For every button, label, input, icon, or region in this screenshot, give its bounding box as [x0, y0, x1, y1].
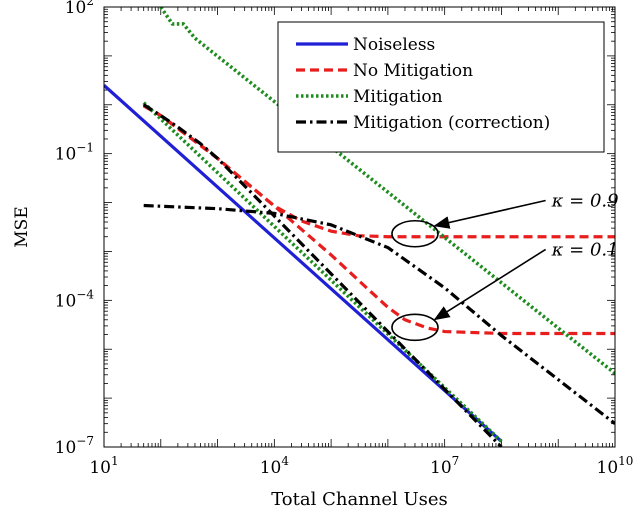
x-tick-label: 101: [89, 454, 118, 478]
series-line: [142, 104, 615, 239]
y-tick-label: 102: [65, 0, 94, 18]
annotation-label: κ = 0.9: [551, 191, 619, 212]
ticks-layer: [103, 7, 615, 448]
series-layer: [104, 7, 615, 447]
annotation-layer: κ = 0.9 κ = 0.1: [391, 191, 619, 342]
series-line: [142, 103, 503, 447]
legend-label: Mitigation: [353, 87, 443, 107]
y-tick-labels: 10−7 10−4 10−1 102: [55, 0, 95, 458]
annotation-ellipse: [391, 313, 439, 342]
legend-items: Noiseless No Mitigation Mitigation Mitigati…: [296, 35, 550, 133]
series-line: [104, 84, 503, 443]
series-line: [159, 7, 615, 375]
annotation-arrow: [433, 248, 547, 321]
legend: Noiseless No Mitigation Mitigation Mitigati…: [277, 21, 605, 153]
legend-label: Noiseless: [353, 35, 435, 55]
y-axis-label: MSE: [12, 206, 32, 247]
y-tick-label: 10−7: [55, 434, 94, 458]
x-tick-label: 1010: [597, 454, 634, 478]
series-line: [143, 203, 615, 425]
x-tick-label: 104: [260, 454, 290, 478]
x-tick-label: 107: [430, 454, 459, 478]
y-tick-label: 10−4: [55, 287, 95, 311]
legend-label: Mitigation (correction): [353, 113, 550, 133]
x-axis-label: Total Channel Uses: [271, 489, 448, 510]
x-tick-labels: 101 104 107 1010: [89, 454, 633, 478]
legend-label: No Mitigation: [353, 61, 473, 81]
y-tick-label: 10−1: [55, 141, 94, 165]
annotation-ellipse: [391, 219, 439, 248]
annotation-arrow: [433, 199, 546, 229]
plot-frame: [103, 6, 616, 448]
annotation-label: κ = 0.1: [551, 239, 619, 260]
